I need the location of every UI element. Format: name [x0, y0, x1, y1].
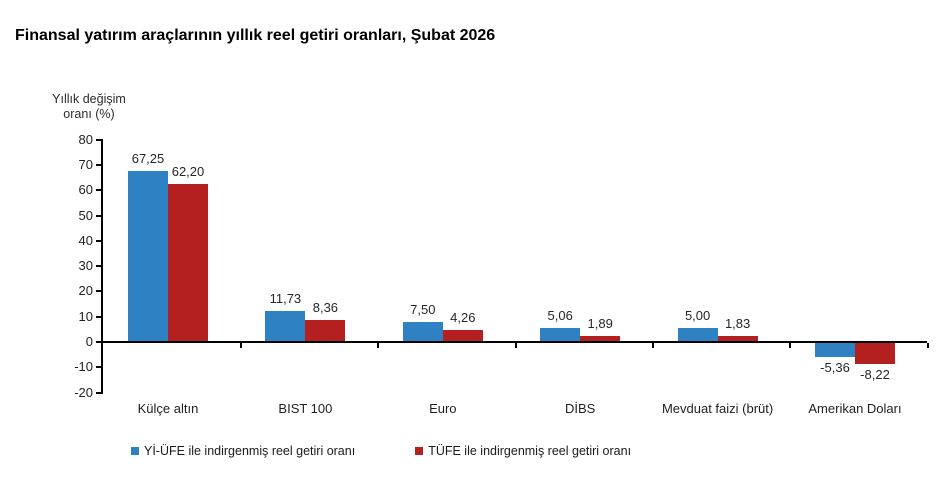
category-label: Külçe altın	[137, 401, 199, 416]
legend-swatch-tufe-icon	[415, 447, 424, 455]
bar-tufe	[855, 343, 895, 364]
category-label: DİBS	[565, 401, 596, 416]
category-label: Mevduat faizi (brüt)	[661, 401, 774, 416]
y-tick-mark	[96, 239, 101, 242]
y-axis-label-line1: Yıllık değişim	[52, 92, 126, 106]
legend-label-tufe: TÜFE ile indirgenmiş reel getiri oranı	[428, 444, 632, 458]
bar-yiufe	[677, 328, 718, 341]
y-tick-label: 0	[85, 334, 93, 349]
y-tick-mark	[96, 290, 101, 293]
legend-item-yiufe: Yİ-ÜFE ile indirgenmiş reel getiri oranı	[131, 444, 355, 458]
y-tick-mark	[96, 265, 101, 268]
category-label: BIST 100	[278, 401, 333, 416]
x-tick-mark	[926, 343, 929, 348]
category-label: Amerikan Doları	[808, 401, 902, 416]
y-tick-label: 10	[78, 308, 93, 324]
legend-swatch-yiufe-icon	[131, 447, 139, 455]
bar-value-label: -5,36	[820, 359, 850, 375]
bar-value-label: 11,73	[269, 291, 302, 307]
bar-value-label: 62,20	[171, 163, 205, 179]
bar-yiufe	[815, 343, 855, 357]
y-tick-label: 30	[78, 258, 93, 274]
bar-yiufe	[402, 322, 443, 341]
bar-tufe	[717, 336, 758, 341]
y-tick-label: 20	[78, 283, 93, 299]
y-tick-label: -10	[74, 359, 93, 375]
y-tick-mark	[96, 315, 101, 318]
bar-yiufe	[128, 170, 168, 341]
bar-value-label: 67,25	[131, 150, 165, 166]
category-label: Euro	[429, 401, 457, 416]
bar-value-label: 5,06	[547, 308, 573, 324]
y-axis-line	[101, 138, 103, 394]
x-tick-mark	[514, 343, 517, 348]
x-tick-mark	[652, 343, 654, 348]
y-axis-label: Yıllık değişim oranı (%)	[33, 92, 145, 122]
legend-label-yiufe: Yİ-ÜFE ile indirgenmiş reel getiri oranı	[144, 444, 356, 458]
y-tick-label: 50	[78, 207, 93, 223]
y-tick-mark	[96, 214, 101, 217]
bar-yiufe	[265, 311, 306, 341]
chart-title: Finansal yatırım araçlarının yıllık reel…	[15, 27, 496, 44]
bar-value-label: 7,50	[410, 302, 436, 318]
bar-value-label: 1,89	[587, 316, 613, 332]
y-tick-mark	[96, 341, 101, 343]
y-tick-mark	[96, 391, 101, 394]
bar-yiufe	[540, 328, 581, 341]
bar-value-label: 1,83	[724, 316, 751, 332]
y-tick-label: -20	[74, 384, 93, 400]
bar-value-label: -8,22	[860, 366, 890, 382]
y-tick-mark	[96, 189, 101, 192]
bar-tufe	[305, 319, 346, 341]
y-axis-label-line2: oranı (%)	[63, 107, 115, 121]
y-tick-label: 70	[78, 156, 93, 172]
y-tick-mark	[96, 163, 101, 166]
legend-item-tufe: TÜFE ile indirgenmiş reel getiri oranı	[415, 444, 631, 458]
bar-value-label: 5,00	[684, 308, 711, 324]
y-tick-label: 40	[78, 232, 93, 248]
bar-value-label: 8,36	[312, 299, 339, 315]
y-tick-mark	[96, 366, 101, 369]
bar-tufe	[442, 330, 483, 341]
bar-tufe	[580, 336, 621, 341]
x-tick-mark	[239, 343, 242, 348]
y-tick-label: 60	[78, 182, 93, 198]
x-axis-line	[101, 341, 927, 343]
bar-value-label: 4,26	[450, 310, 476, 326]
legend: Yİ-ÜFE ile indirgenmiş reel getiri oranı…	[131, 444, 631, 458]
bar-tufe	[168, 183, 208, 341]
x-tick-mark	[377, 343, 380, 348]
x-tick-mark	[789, 343, 792, 348]
y-tick-label: 80	[78, 131, 93, 147]
y-tick-mark	[96, 138, 101, 141]
